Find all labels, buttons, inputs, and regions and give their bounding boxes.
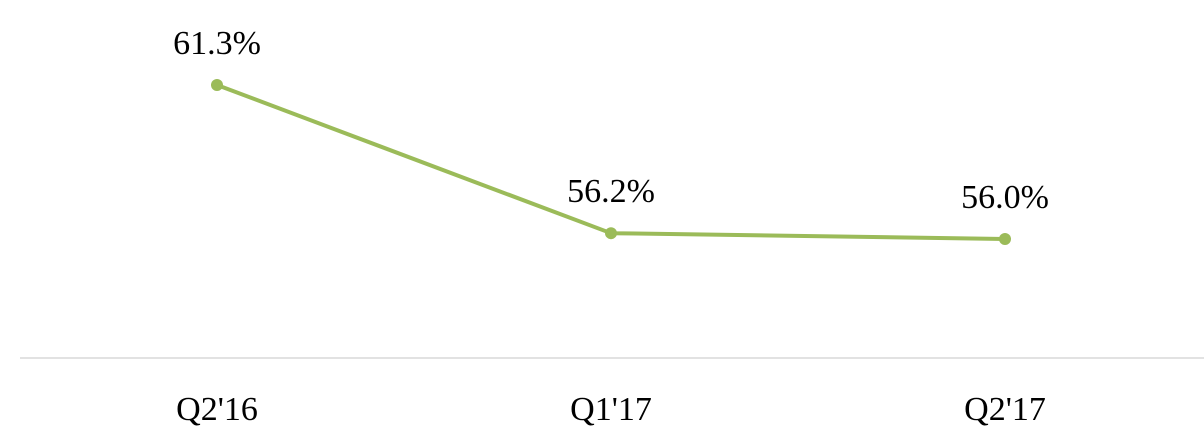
point <box>999 233 1011 245</box>
x-tick-label: Q1'17 <box>570 391 652 428</box>
data-label: 61.3% <box>173 25 261 62</box>
data-label: 56.0% <box>961 179 1049 216</box>
x-tick-label: Q2'17 <box>964 391 1046 428</box>
data-label: 56.2% <box>567 173 655 210</box>
point <box>605 227 617 240</box>
x-tick-label: Q2'16 <box>176 391 258 428</box>
line <box>216 83 1006 241</box>
point <box>211 79 223 91</box>
